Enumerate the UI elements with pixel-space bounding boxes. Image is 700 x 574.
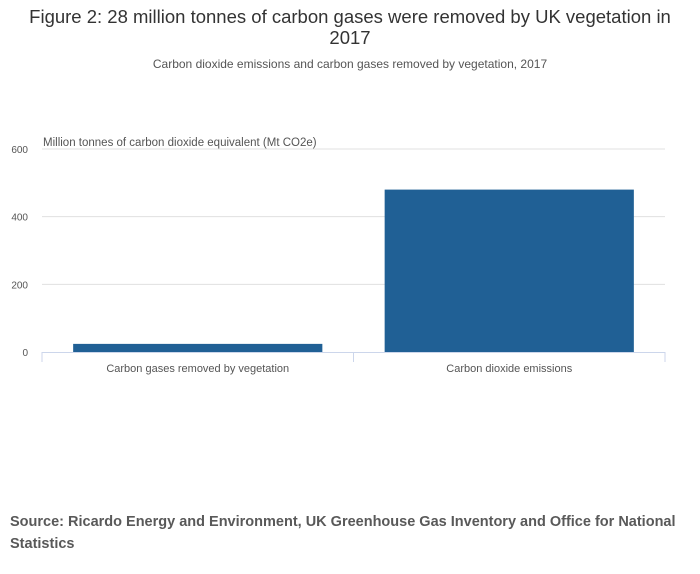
y-tick-label: 0 [22, 348, 28, 359]
x-category-label: Carbon dioxide emissions [446, 363, 572, 375]
y-axis-label: Million tonnes of carbon dioxide equival… [43, 137, 317, 149]
source-note: Source: Ricardo Energy and Environment, … [10, 514, 676, 552]
y-axis-ticks: 0 200 400 600 [11, 145, 28, 359]
y-tick-label: 400 [11, 213, 28, 224]
x-axis [41, 352, 666, 362]
bar [384, 189, 634, 352]
x-category-label: Carbon gases removed by vegetation [106, 363, 289, 375]
bar [73, 343, 323, 352]
bars [73, 189, 634, 352]
chart-title: Figure 2: 28 million tonnes of carbon ga… [29, 6, 671, 48]
y-tick-label: 200 [11, 280, 28, 291]
y-tick-label: 600 [11, 145, 28, 156]
chart-subtitle: Carbon dioxide emissions and carbon gase… [152, 57, 548, 71]
x-axis-categories: Carbon gases removed by vegetation Carbon… [106, 363, 572, 375]
